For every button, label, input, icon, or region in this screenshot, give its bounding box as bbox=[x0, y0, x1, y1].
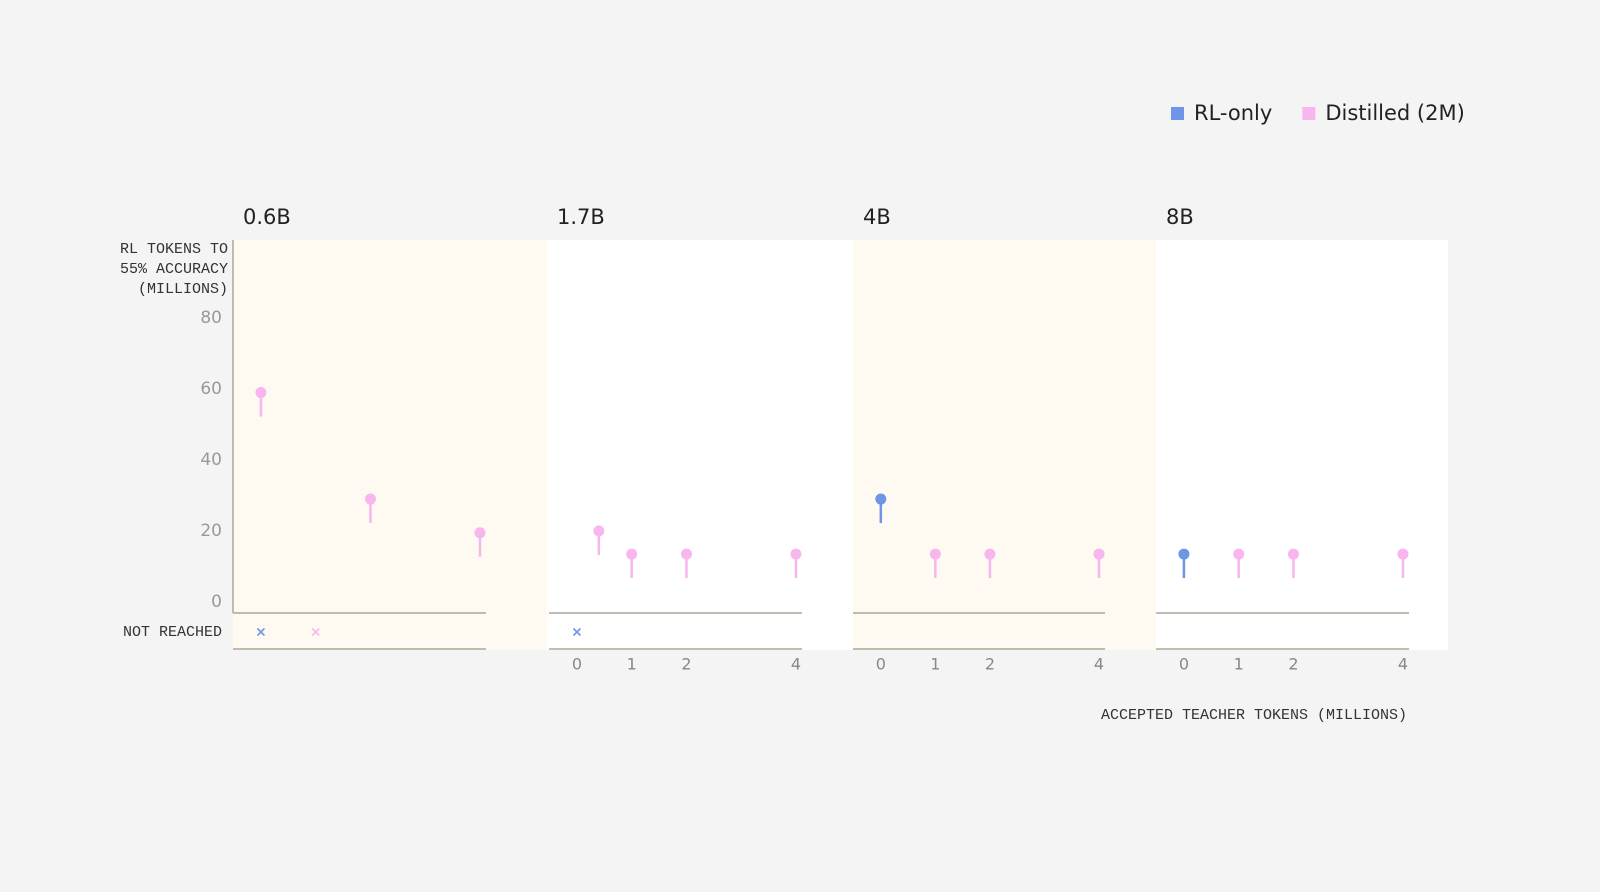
legend-label: RL-only bbox=[1194, 101, 1272, 125]
x-tick-label: 0 bbox=[1179, 655, 1189, 674]
panel-title: 8B bbox=[1166, 205, 1194, 229]
x-tick-label: 1 bbox=[627, 655, 637, 674]
lollipop bbox=[364, 493, 376, 524]
not-reached-marker bbox=[256, 627, 265, 637]
legend-swatch bbox=[1302, 107, 1316, 120]
lollipop-dot bbox=[680, 548, 692, 560]
x-tick-label: 0 bbox=[572, 655, 582, 674]
not-reached-marker bbox=[572, 627, 581, 637]
y-tick-label: 60 bbox=[200, 379, 222, 399]
x-tick-label: 4 bbox=[1398, 655, 1408, 674]
lollipop-dot bbox=[875, 493, 887, 505]
y-tick-label: 40 bbox=[200, 450, 222, 470]
x-tick-label: 2 bbox=[985, 655, 995, 674]
not-reached-label: NOT REACHED bbox=[123, 624, 222, 641]
lollipop bbox=[680, 548, 692, 579]
x-axis-label: ACCEPTED TEACHER TOKENS (MILLIONS) bbox=[1101, 707, 1407, 724]
lollipop-dot bbox=[255, 387, 267, 399]
lollipop-dot bbox=[364, 493, 376, 505]
legend-swatch bbox=[1171, 107, 1184, 120]
lollipop bbox=[1287, 548, 1299, 579]
lollipop-dot bbox=[1397, 548, 1409, 560]
panel-background bbox=[547, 240, 853, 650]
x-tick-label: 2 bbox=[681, 655, 691, 674]
panel-title: 1.7B bbox=[557, 205, 605, 229]
lollipop-dot bbox=[984, 548, 996, 560]
panel-background bbox=[233, 240, 547, 650]
y-tick-label: 0 bbox=[211, 592, 222, 612]
cross-stroke bbox=[311, 627, 320, 637]
x-tick-label: 0 bbox=[876, 655, 886, 674]
lollipop-dot bbox=[626, 548, 638, 560]
lollipop-dot bbox=[1287, 548, 1299, 560]
lollipop-dot bbox=[929, 548, 941, 560]
x-tick-label: 2 bbox=[1288, 655, 1298, 674]
y-axis-label: RL TOKENS TO 55% ACCURACY (MILLIONS) bbox=[119, 241, 228, 298]
lollipop-dot bbox=[790, 548, 802, 560]
y-tick-label: 80 bbox=[200, 308, 222, 328]
cross-stroke bbox=[256, 627, 265, 637]
lollipop bbox=[1093, 548, 1105, 579]
lollipop bbox=[255, 387, 267, 417]
lollipop bbox=[1178, 548, 1190, 579]
x-tick-label: 4 bbox=[791, 655, 801, 674]
panel-background bbox=[1156, 240, 1448, 650]
lollipop bbox=[984, 548, 996, 579]
lollipop-dot bbox=[1178, 548, 1190, 560]
legend-label: Distilled (2M) bbox=[1325, 101, 1464, 125]
y-tick-label: 20 bbox=[200, 521, 222, 541]
lollipop-dot bbox=[474, 527, 486, 539]
lollipop bbox=[1233, 548, 1245, 579]
lollipop-dot bbox=[1093, 548, 1105, 560]
x-tick-label: 4 bbox=[1094, 655, 1104, 674]
lollipop bbox=[929, 548, 941, 579]
lollipop bbox=[626, 548, 638, 579]
lollipop bbox=[593, 525, 605, 555]
panel-background bbox=[853, 240, 1156, 650]
not-reached-marker bbox=[311, 627, 320, 637]
x-tick-label: 1 bbox=[1234, 655, 1244, 674]
lollipop-dot bbox=[593, 525, 605, 537]
lollipop-dot bbox=[1233, 548, 1245, 560]
cross-stroke bbox=[572, 627, 581, 637]
x-tick-label: 1 bbox=[930, 655, 940, 674]
panel-title: 4B bbox=[863, 205, 891, 229]
panel-title: 0.6B bbox=[243, 205, 291, 229]
lollipop bbox=[1397, 548, 1409, 579]
lollipop bbox=[474, 527, 486, 557]
lollipop bbox=[875, 493, 887, 524]
lollipop bbox=[790, 548, 802, 579]
